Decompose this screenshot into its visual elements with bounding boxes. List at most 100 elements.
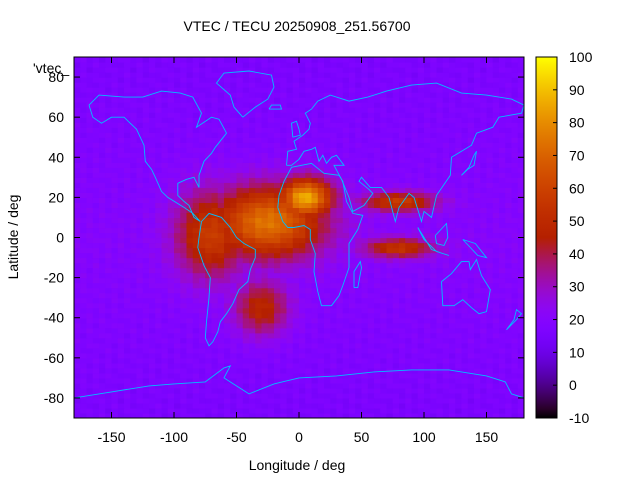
heatmap-cell: [274, 97, 281, 103]
heatmap-cell: [149, 317, 156, 324]
heatmap-cell: [99, 177, 106, 183]
heatmap-cell: [280, 287, 288, 294]
heatmap-cell: [449, 347, 456, 354]
heatmap-cell: [511, 257, 519, 264]
heatmap-cell: [424, 122, 431, 128]
heatmap-cell: [461, 297, 469, 304]
heatmap-cell: [417, 192, 425, 198]
heatmap-cell: [380, 392, 388, 399]
heatmap-cell: [442, 267, 450, 274]
heatmap-cell: [92, 207, 100, 214]
heatmap-cell: [74, 82, 81, 88]
heatmap-cell: [92, 362, 100, 369]
heatmap-cell: [361, 352, 369, 359]
heatmap-cell: [286, 232, 294, 239]
heatmap-cell: [461, 302, 469, 309]
heatmap-cell: [186, 307, 194, 314]
heatmap-cell: [361, 72, 369, 78]
heatmap-cell: [461, 112, 469, 118]
heatmap-cell: [86, 67, 94, 73]
heatmap-cell: [180, 277, 188, 284]
heatmap-cell: [405, 117, 413, 123]
heatmap-cell: [361, 147, 369, 153]
heatmap-cell: [405, 202, 413, 209]
heatmap-cell: [399, 197, 406, 203]
heatmap-cell: [142, 147, 150, 153]
heatmap-cell: [374, 202, 381, 209]
heatmap-cell: [180, 217, 188, 224]
heatmap-cell: [199, 187, 206, 193]
heatmap-cell: [205, 167, 213, 173]
heatmap-cell: [142, 287, 150, 294]
heatmap-cell: [399, 162, 406, 168]
heatmap-cell: [242, 162, 250, 168]
heatmap-cell: [74, 97, 81, 103]
heatmap-cell: [355, 192, 363, 198]
heatmap-cell: [205, 162, 213, 168]
heatmap-cell: [155, 282, 163, 289]
heatmap-cell: [105, 112, 113, 118]
heatmap-cell: [374, 257, 381, 264]
heatmap-cell: [324, 122, 331, 128]
heatmap-cell: [342, 277, 350, 284]
heatmap-cell: [411, 172, 419, 178]
heatmap-cell: [167, 412, 175, 418]
heatmap-cell: [155, 137, 163, 143]
heatmap-cell: [430, 162, 438, 168]
heatmap-cell: [242, 242, 250, 249]
heatmap-cell: [517, 227, 524, 234]
heatmap-cell: [80, 112, 88, 118]
heatmap-cell: [436, 362, 444, 369]
heatmap-cell: [374, 132, 381, 138]
heatmap-cell: [467, 112, 475, 118]
heatmap-cell: [124, 147, 131, 153]
heatmap-cell: [167, 362, 175, 369]
heatmap-cell: [336, 367, 344, 374]
heatmap-cell: [311, 107, 319, 113]
heatmap-cell: [511, 167, 519, 173]
heatmap-cell: [124, 237, 131, 244]
heatmap-cell: [167, 112, 175, 118]
heatmap-cell: [261, 152, 269, 158]
heatmap-cell: [367, 142, 375, 148]
heatmap-cell: [511, 132, 519, 138]
heatmap-cell: [324, 222, 331, 229]
heatmap-cell: [142, 387, 150, 394]
heatmap-cell: [349, 322, 356, 329]
heatmap-cell: [336, 392, 344, 399]
heatmap-cell: [355, 407, 363, 414]
heatmap-cell: [486, 142, 494, 148]
heatmap-cell: [449, 272, 456, 279]
heatmap-cell: [74, 147, 81, 153]
heatmap-cell: [449, 372, 456, 379]
heatmap-cell: [417, 407, 425, 414]
heatmap-cell: [517, 142, 524, 148]
heatmap-cell: [117, 232, 125, 239]
heatmap-cell: [80, 217, 88, 224]
heatmap-cell: [511, 97, 519, 103]
heatmap-cell: [236, 67, 244, 73]
heatmap-cell: [86, 122, 94, 128]
heatmap-cell: [517, 77, 524, 83]
heatmap-cell: [430, 352, 438, 359]
heatmap-cell: [99, 72, 106, 78]
heatmap-cell: [117, 297, 125, 304]
heatmap-cell: [330, 382, 338, 389]
heatmap-cell: [267, 392, 275, 399]
heatmap-cell: [405, 347, 413, 354]
heatmap-cell: [236, 287, 244, 294]
heatmap-cell: [330, 182, 338, 188]
heatmap-cell: [355, 142, 363, 148]
heatmap-cell: [324, 182, 331, 188]
heatmap-cell: [174, 362, 181, 369]
heatmap-cell: [499, 232, 506, 239]
heatmap-cell: [449, 382, 456, 389]
heatmap-cell: [92, 197, 100, 203]
heatmap-cell: [211, 72, 219, 78]
heatmap-cell: [517, 317, 524, 324]
heatmap-cell: [161, 377, 169, 384]
heatmap-cell: [130, 277, 138, 284]
heatmap-cell: [192, 72, 200, 78]
heatmap-cell: [499, 187, 506, 193]
heatmap-cell: [205, 237, 213, 244]
